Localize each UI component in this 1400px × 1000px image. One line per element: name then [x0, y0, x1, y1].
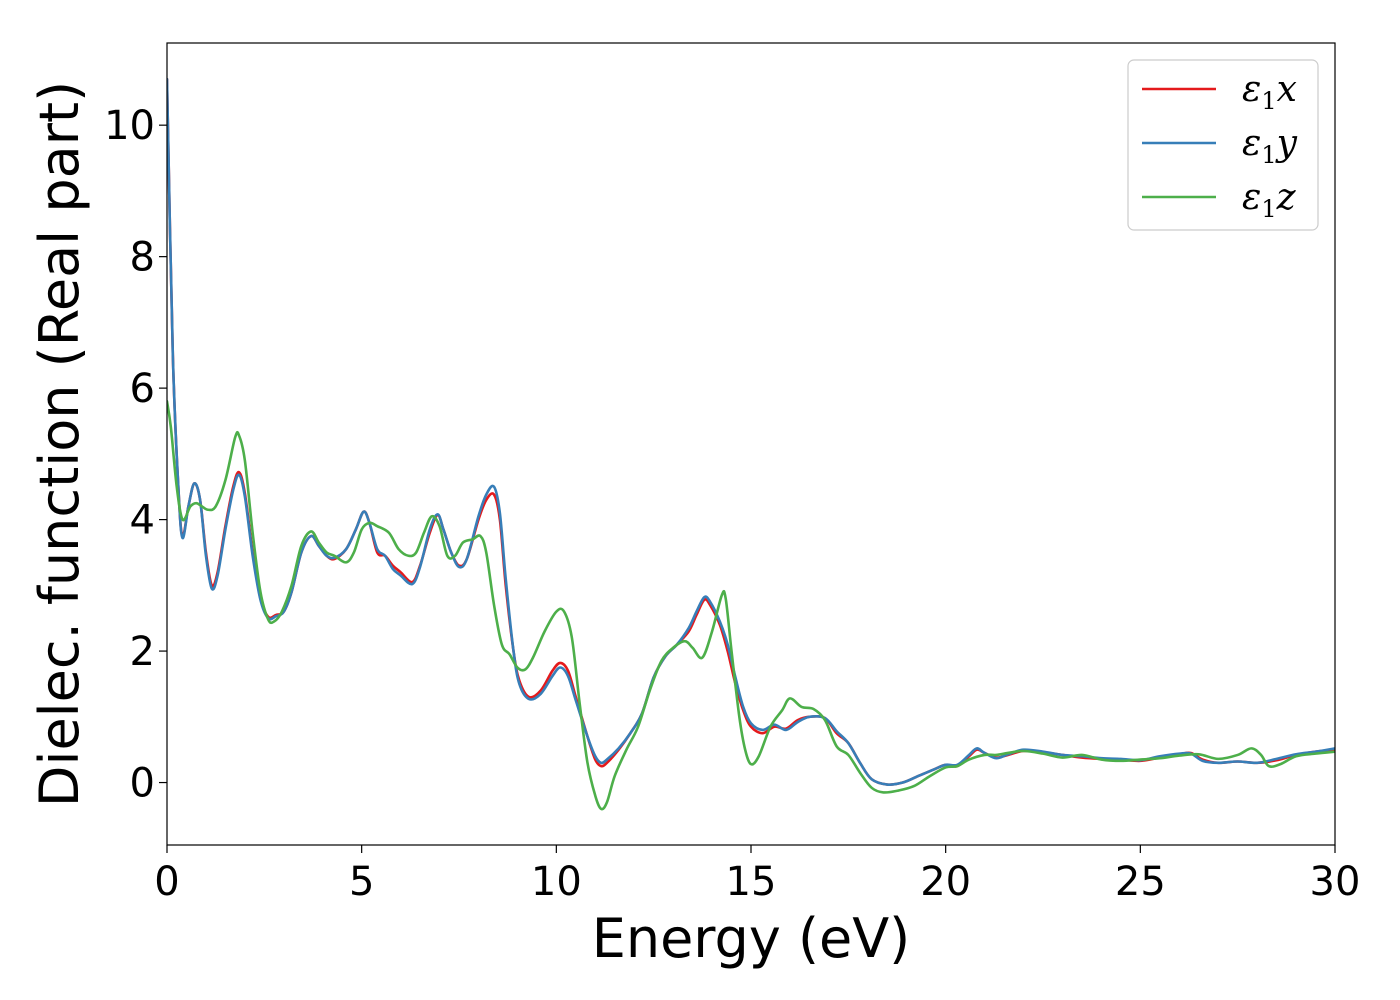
series-line-z	[167, 399, 1335, 811]
x-tick-label: 0	[154, 859, 179, 905]
y-tick-label: 2	[130, 629, 155, 675]
ticks-layer: 0 5 10 15 20 25 30 0 2 4 6 8 10	[104, 103, 1360, 905]
legend: ε1x ε1y ε1z	[1127, 59, 1319, 231]
x-tick-label: 15	[726, 859, 777, 905]
x-tick-label: 20	[920, 859, 971, 905]
y-tick-label: 4	[130, 498, 155, 544]
x-tick-label: 10	[531, 859, 582, 905]
x-tick-label: 25	[1115, 859, 1166, 905]
x-axis-label: Energy (eV)	[592, 907, 911, 970]
y-axis-label: Dielec. function (Real part)	[28, 81, 91, 807]
legend-label-x: ε1x	[1242, 69, 1297, 115]
legend-label-y: ε1y	[1242, 123, 1298, 169]
legend-box	[1127, 59, 1319, 231]
y-tick-label: 10	[104, 103, 155, 149]
y-tick-label: 6	[130, 366, 155, 412]
x-tick-label: 5	[349, 859, 374, 905]
y-tick-label: 0	[130, 761, 155, 807]
series-layer	[167, 77, 1335, 811]
x-tick-label: 30	[1310, 859, 1361, 905]
y-tick-label: 8	[130, 235, 155, 281]
legend-label-z: ε1z	[1242, 177, 1297, 223]
